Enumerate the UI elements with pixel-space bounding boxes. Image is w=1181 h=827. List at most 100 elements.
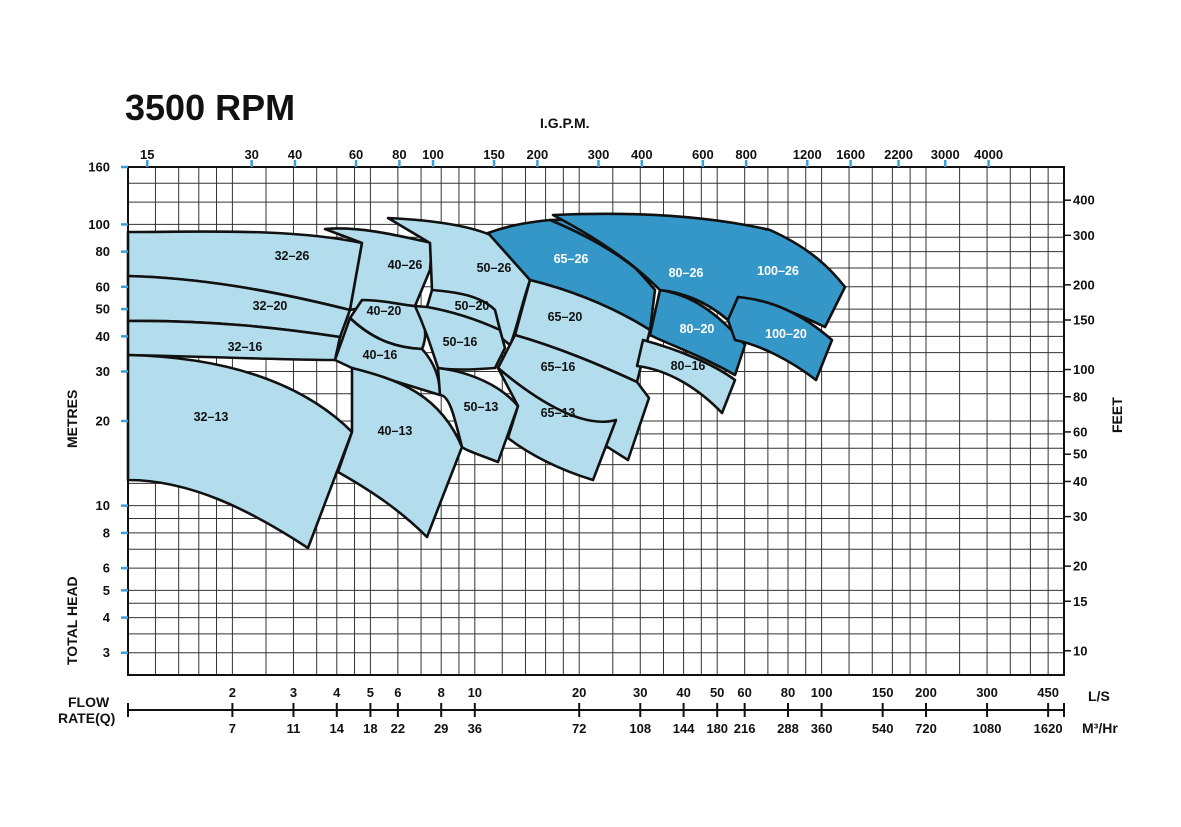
left-tick-label: 160 (88, 160, 110, 175)
ls-tick-label: 6 (394, 685, 401, 700)
left-tick-label: 4 (103, 610, 111, 625)
m3hr-tick-label: 108 (629, 721, 651, 736)
region-100-20 (726, 295, 834, 382)
left-tick-label: 5 (103, 583, 110, 598)
m3hr-tick-label: 1620 (1034, 721, 1063, 736)
ls-tick-label: 40 (676, 685, 690, 700)
region-50-16 (413, 304, 507, 371)
region-40-13 (336, 366, 464, 539)
right-axis-ticks: 400 300 200 150 100 80 60 50 40 30 20 15 10 (1064, 193, 1095, 658)
flow-rate-label-2: RATE(Q) (58, 710, 115, 726)
m3hr-tick-label: 29 (434, 721, 448, 736)
top-tick-label: 1600 (836, 147, 865, 162)
right-tick-label: 40 (1073, 474, 1087, 489)
region-label-100-20: 100–20 (765, 327, 807, 341)
m3hr-tick-label: 18 (363, 721, 377, 736)
region-label-80-20: 80–20 (680, 322, 715, 336)
region-label-32-26: 32–26 (275, 249, 310, 263)
region-label-40-13: 40–13 (378, 424, 413, 438)
ls-tick-label: 60 (737, 685, 751, 700)
left-axis-label-upper: METRES (64, 390, 80, 448)
region-label-50-16: 50–16 (443, 335, 478, 349)
m3hr-tick-label: 540 (872, 721, 894, 736)
top-tick-label: 60 (349, 147, 363, 162)
region-label-50-13: 50–13 (464, 400, 499, 414)
top-tick-label: 40 (288, 147, 302, 162)
m3hr-tick-label: 288 (777, 721, 799, 736)
left-tick-label: 60 (96, 279, 110, 294)
top-tick-label: 30 (244, 147, 258, 162)
m3hr-tick-label: 22 (391, 721, 405, 736)
ls-unit-label: L/S (1088, 688, 1110, 704)
right-tick-label: 150 (1073, 313, 1095, 328)
top-tick-label: 150 (483, 147, 505, 162)
m3hr-tick-label: 36 (468, 721, 482, 736)
m3hr-tick-label: 180 (706, 721, 728, 736)
m3hr-tick-label: 11 (287, 721, 301, 736)
ls-tick-label: 300 (976, 685, 998, 700)
top-tick-label: 400 (631, 147, 653, 162)
left-tick-label: 20 (96, 414, 110, 429)
region-label-80-26: 80–26 (669, 266, 704, 280)
left-tick-label: 10 (96, 498, 110, 513)
top-tick-label: 80 (392, 147, 406, 162)
m3hr-tick-label: 14 (330, 721, 345, 736)
top-tick-label: 4000 (974, 147, 1003, 162)
region-label-32-16: 32–16 (228, 340, 263, 354)
top-axis-label: I.G.P.M. (540, 115, 590, 131)
top-tick-label: 200 (527, 147, 549, 162)
right-tick-label: 50 (1073, 447, 1087, 462)
pump-labels: 32–13 32–16 32–20 32–26 40–13 40–16 40–20 40–26… (194, 249, 807, 438)
m3hr-tick-label: 7 (229, 721, 236, 736)
m3hr-tick-label: 144 (673, 721, 695, 736)
ls-tick-label: 30 (633, 685, 647, 700)
ls-tick-label: 2 (229, 685, 236, 700)
region-65-13 (496, 366, 618, 482)
right-tick-label: 15 (1073, 594, 1087, 609)
left-tick-label: 8 (103, 525, 110, 540)
m3hr-unit-label: M³/Hr (1082, 720, 1118, 736)
right-tick-label: 10 (1073, 643, 1087, 658)
region-label-65-16: 65–16 (541, 360, 576, 374)
region-label-100-26: 100–26 (757, 264, 799, 278)
top-tick-label: 600 (692, 147, 714, 162)
region-80-16 (635, 338, 737, 415)
right-tick-label: 200 (1073, 277, 1095, 292)
ls-tick-label: 20 (572, 685, 586, 700)
top-tick-label: 2200 (884, 147, 913, 162)
ls-tick-label: 3 (290, 685, 297, 700)
top-tick-label: 3000 (931, 147, 960, 162)
top-tick-label: 300 (588, 147, 610, 162)
ls-tick-label: 4 (333, 685, 341, 700)
left-axis-ticks: 160 100 80 60 50 40 30 20 10 8 6 5 4 3 (88, 160, 128, 660)
region-label-32-20: 32–20 (253, 299, 288, 313)
region-label-65-26: 65–26 (554, 252, 589, 266)
region-label-40-26: 40–26 (388, 258, 423, 272)
ls-tick-label: 8 (438, 685, 445, 700)
ls-tick-label: 150 (872, 685, 894, 700)
m3hr-tick-label: 360 (811, 721, 833, 736)
left-tick-label: 6 (103, 561, 110, 576)
m3hr-tick-label: 1080 (973, 721, 1002, 736)
m3hr-tick-label: 72 (572, 721, 586, 736)
top-tick-label: 15 (140, 147, 154, 162)
region-label-65-13: 65–13 (541, 406, 576, 420)
region-label-32-13: 32–13 (194, 410, 229, 424)
ls-tick-label: 80 (781, 685, 795, 700)
right-tick-label: 80 (1073, 389, 1087, 404)
right-tick-label: 30 (1073, 509, 1087, 524)
ls-tick-label: 50 (710, 685, 724, 700)
top-tick-label: 800 (735, 147, 757, 162)
left-tick-label: 30 (96, 364, 110, 379)
ls-tick-label: 100 (811, 685, 833, 700)
right-tick-label: 60 (1073, 424, 1087, 439)
pump-regions (126, 212, 847, 550)
left-tick-label: 50 (96, 302, 110, 317)
left-tick-label: 3 (103, 645, 110, 660)
region-label-65-20: 65–20 (548, 310, 583, 324)
right-tick-label: 100 (1073, 362, 1095, 377)
ls-tick-label: 10 (468, 685, 482, 700)
region-label-50-20: 50–20 (455, 299, 490, 313)
ls-tick-label: 200 (915, 685, 937, 700)
